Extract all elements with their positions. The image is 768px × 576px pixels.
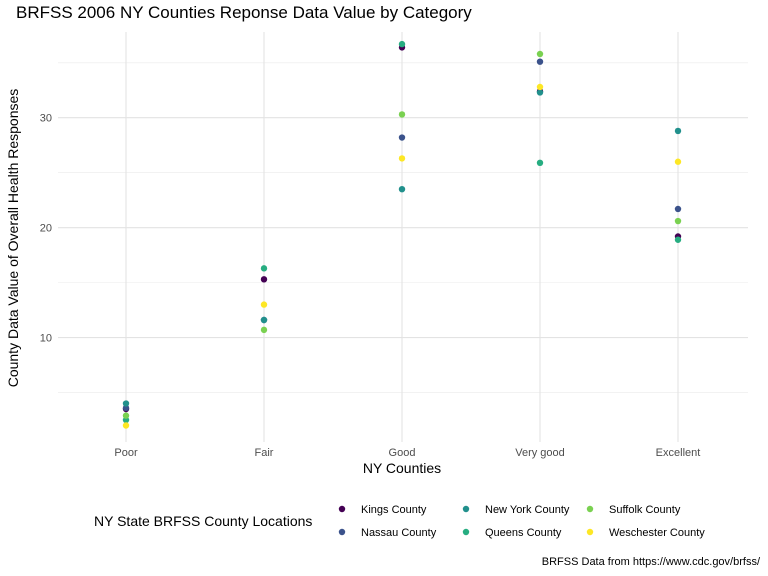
data-point <box>398 155 406 162</box>
data-point <box>122 422 130 429</box>
data-point <box>674 205 682 213</box>
chart-title: BRFSS 2006 NY Counties Reponse Data Valu… <box>16 3 472 22</box>
legend-items: Kings County Nassau County New York County… <box>338 504 705 539</box>
legend-item: Suffolk County <box>586 504 681 516</box>
x-axis-label: NY Counties <box>363 460 441 476</box>
legend-item: Kings County <box>338 504 427 516</box>
data-point <box>536 89 544 96</box>
legend-key <box>586 505 594 513</box>
data-point <box>260 301 268 308</box>
legend-key <box>462 505 470 513</box>
data-point <box>536 50 544 58</box>
x-axis-ticks: Poor Fair Good Very good Excellent <box>114 447 700 459</box>
legend-label: Kings County <box>361 504 427 516</box>
legend-label: Suffolk County <box>609 504 681 516</box>
data-point <box>536 58 544 65</box>
x-tick-label: Very good <box>515 447 565 459</box>
x-tick-label: Fair <box>255 447 274 459</box>
data-point <box>398 134 406 141</box>
legend-item: Weschester County <box>586 527 705 539</box>
data-point <box>122 412 130 419</box>
legend-key <box>338 505 346 513</box>
data-point <box>674 217 682 225</box>
data-point <box>122 404 130 412</box>
legend: NY State BRFSS County Locations Kings Co… <box>94 504 705 539</box>
data-point <box>260 276 268 283</box>
legend-item: Queens County <box>462 527 562 539</box>
data-point <box>536 159 544 167</box>
grid-lines <box>58 32 748 442</box>
legend-item: Nassau County <box>338 527 437 539</box>
data-point <box>674 127 682 135</box>
legend-label: Queens County <box>485 527 562 539</box>
data-points <box>122 40 682 429</box>
legend-key <box>338 528 346 536</box>
data-point <box>398 40 406 48</box>
y-tick-label: 20 <box>40 223 52 235</box>
legend-label: Weschester County <box>609 527 705 539</box>
data-point <box>260 265 268 272</box>
data-point <box>674 236 682 243</box>
data-point <box>398 185 406 193</box>
x-tick-label: Poor <box>114 447 138 459</box>
data-point <box>260 326 268 334</box>
y-axis-ticks: 10 20 30 <box>40 113 52 345</box>
legend-key <box>462 528 470 536</box>
legend-label: Nassau County <box>361 527 437 539</box>
data-point <box>536 83 544 91</box>
y-tick-label: 10 <box>40 333 52 345</box>
legend-key <box>586 528 594 536</box>
data-point <box>260 316 268 324</box>
data-point <box>122 400 130 407</box>
y-tick-label: 30 <box>40 113 52 125</box>
legend-title: NY State BRFSS County Locations <box>94 513 312 529</box>
data-point <box>122 416 130 424</box>
x-tick-label: Good <box>389 447 416 459</box>
data-point <box>674 158 682 165</box>
chart-caption: BRFSS Data from https://www.cdc.gov/brfs… <box>541 556 760 568</box>
data-point <box>398 111 406 118</box>
x-tick-label: Excellent <box>656 447 701 459</box>
legend-label: New York County <box>485 504 570 516</box>
y-axis-label: County Data Value of Overall Health Resp… <box>5 89 21 388</box>
legend-item: New York County <box>462 504 570 516</box>
